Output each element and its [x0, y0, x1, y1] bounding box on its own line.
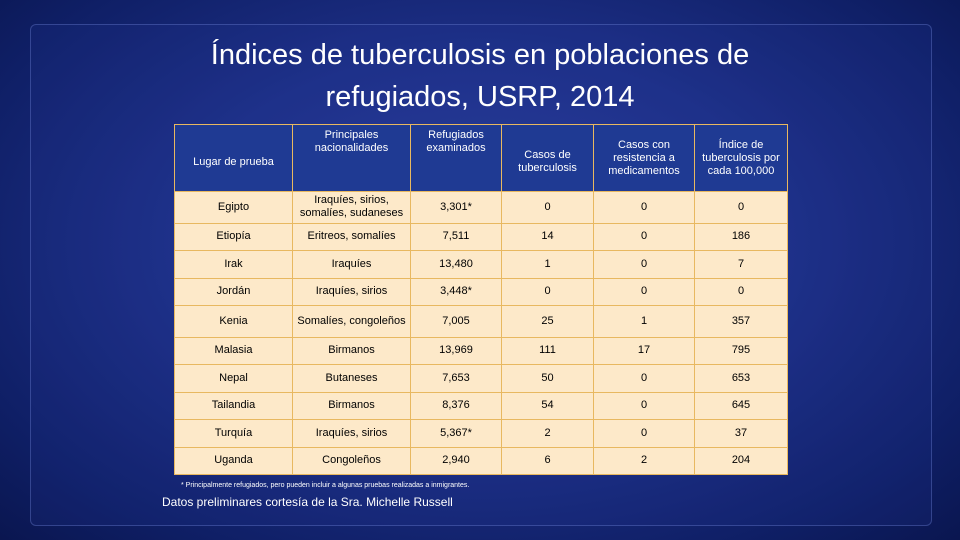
cell-nationalities: Iraquíes, sirios [292, 419, 411, 448]
slide-title: Índices de tuberculosis en poblaciones d… [80, 34, 880, 118]
table-row: Jordán Iraquíes, sirios 3,448* 0 0 0 [174, 277, 788, 306]
cell-tb-rate: 186 [694, 222, 788, 251]
header-cell-tb-cases: Casos de tuberculosis [501, 124, 594, 192]
tb-rates-table: Lugar de prueba Principales nacionalidad… [174, 124, 788, 475]
cell-drug-resistant: 0 [593, 364, 695, 393]
cell-nationalities: Butaneses [292, 364, 411, 393]
header-row: Lugar de prueba Principales nacionalidad… [174, 124, 788, 192]
cell-location: Nepal [174, 364, 293, 393]
cell-tb-cases: 25 [501, 305, 594, 338]
footnote: * Principalmente refugiados, pero pueden… [181, 482, 470, 489]
cell-nationalities: Iraquíes [292, 250, 411, 279]
table-row: Malasia Birmanos 13,969 111 17 795 [174, 336, 788, 365]
header-cell-nationalities: Principales nacionalidades [292, 124, 411, 192]
cell-tb-rate: 645 [694, 391, 788, 420]
cell-tb-cases: 2 [501, 419, 594, 448]
cell-drug-resistant: 17 [593, 336, 695, 365]
cell-location: Etiopía [174, 222, 293, 251]
header-cell-examined: Refugiados examinados [410, 124, 502, 192]
table-row: Kenia Somalíes, congoleños 7,005 25 1 357 [174, 305, 788, 338]
cell-examined: 13,969 [410, 336, 502, 365]
cell-examined: 7,511 [410, 222, 502, 251]
cell-tb-cases: 50 [501, 364, 594, 393]
cell-tb-rate: 795 [694, 336, 788, 365]
cell-location: Jordán [174, 277, 293, 306]
cell-drug-resistant: 0 [593, 222, 695, 251]
cell-tb-rate: 37 [694, 419, 788, 448]
header-cell-drug-resistant: Casos con resistencia a medicamentos [593, 124, 695, 192]
cell-tb-rate: 0 [694, 277, 788, 306]
table-row: Egipto Iraquíes, sirios, somalíes, sudane… [174, 191, 788, 224]
cell-tb-cases: 54 [501, 391, 594, 420]
cell-drug-resistant: 1 [593, 305, 695, 338]
cell-examined: 3,448* [410, 277, 502, 306]
cell-tb-rate: 204 [694, 446, 788, 475]
cell-tb-rate: 357 [694, 305, 788, 338]
title-line-1: Índices de tuberculosis en poblaciones d… [210, 39, 750, 71]
cell-location: Egipto [174, 191, 293, 224]
cell-tb-cases: 111 [501, 336, 594, 365]
table-row: Irak Iraquíes 13,480 1 0 7 [174, 250, 788, 279]
cell-nationalities: Iraquíes, sirios, somalíes, sudaneses [292, 191, 411, 224]
cell-tb-cases: 6 [501, 446, 594, 475]
cell-drug-resistant: 0 [593, 419, 695, 448]
cell-location: Kenia [174, 305, 293, 338]
cell-examined: 13,480 [410, 250, 502, 279]
header-cell-location: Lugar de prueba [174, 124, 293, 192]
cell-nationalities: Congoleños [292, 446, 411, 475]
cell-examined: 2,940 [410, 446, 502, 475]
cell-location: Uganda [174, 446, 293, 475]
cell-examined: 8,376 [410, 391, 502, 420]
cell-tb-rate: 653 [694, 364, 788, 393]
cell-location: Tailandia [174, 391, 293, 420]
cell-nationalities: Birmanos [292, 336, 411, 365]
cell-examined: 7,653 [410, 364, 502, 393]
cell-nationalities: Somalíes, congoleños [292, 305, 411, 338]
table-row: Turquía Iraquíes, sirios 5,367* 2 0 37 [174, 419, 788, 448]
cell-location: Malasia [174, 336, 293, 365]
cell-location: Turquía [174, 419, 293, 448]
cell-nationalities: Iraquíes, sirios [292, 277, 411, 306]
cell-drug-resistant: 0 [593, 391, 695, 420]
cell-tb-rate: 7 [694, 250, 788, 279]
cell-tb-cases: 0 [501, 191, 594, 224]
cell-examined: 3,301* [410, 191, 502, 224]
cell-examined: 7,005 [410, 305, 502, 338]
cell-nationalities: Birmanos [292, 391, 411, 420]
cell-location: Irak [174, 250, 293, 279]
title-line-2: refugiados, USRP, 2014 [325, 81, 635, 113]
cell-examined: 5,367* [410, 419, 502, 448]
credit-line: Datos preliminares cortesía de la Sra. M… [162, 495, 453, 509]
header-cell-tb-rate: Índice de tuberculosis por cada 100,000 [694, 124, 788, 192]
cell-nationalities: Eritreos, somalíes [292, 222, 411, 251]
table-row: Tailandia Birmanos 8,376 54 0 645 [174, 391, 788, 420]
cell-drug-resistant: 0 [593, 277, 695, 306]
table-row: Uganda Congoleños 2,940 6 2 204 [174, 446, 788, 475]
table-row: Etiopía Eritreos, somalíes 7,511 14 0 186 [174, 222, 788, 251]
cell-drug-resistant: 0 [593, 191, 695, 224]
table-row: Nepal Butaneses 7,653 50 0 653 [174, 364, 788, 393]
cell-tb-cases: 1 [501, 250, 594, 279]
cell-drug-resistant: 0 [593, 250, 695, 279]
cell-tb-cases: 14 [501, 222, 594, 251]
cell-drug-resistant: 2 [593, 446, 695, 475]
cell-tb-rate: 0 [694, 191, 788, 224]
cell-tb-cases: 0 [501, 277, 594, 306]
